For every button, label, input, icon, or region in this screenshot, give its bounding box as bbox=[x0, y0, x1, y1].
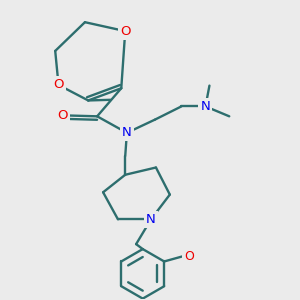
Text: N: N bbox=[201, 100, 210, 113]
Text: N: N bbox=[146, 213, 156, 226]
Text: N: N bbox=[122, 126, 132, 139]
Text: O: O bbox=[53, 78, 64, 92]
Text: O: O bbox=[184, 250, 194, 263]
Text: O: O bbox=[120, 25, 130, 38]
Text: O: O bbox=[57, 109, 68, 122]
